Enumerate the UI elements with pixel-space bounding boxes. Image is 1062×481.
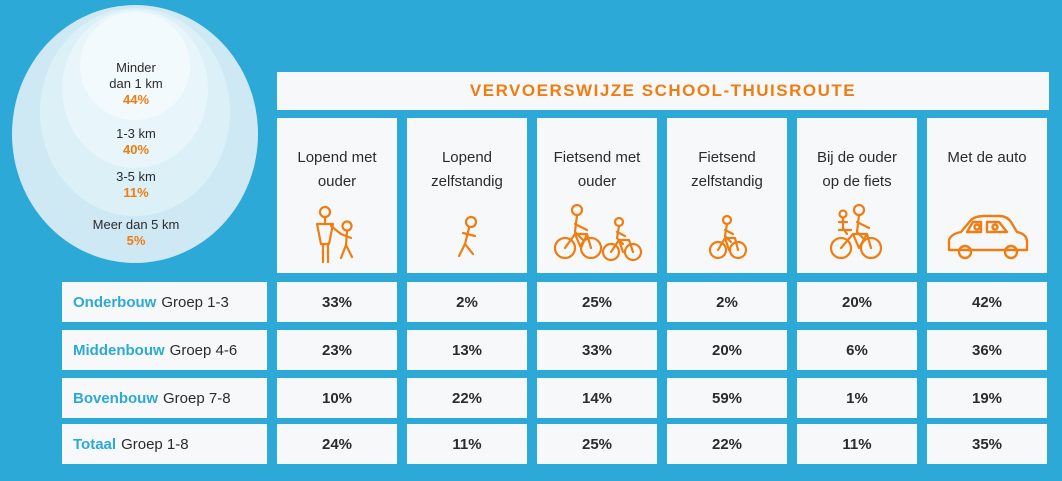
distance-label-1: 1-3 km 40% — [66, 126, 206, 158]
car-icon — [947, 214, 1029, 260]
distance-pct: 44% — [122, 92, 150, 107]
mode-label: Lopend met ouder — [297, 149, 377, 190]
cycling-with-parent-icon — [553, 203, 643, 262]
value-cell: 20% — [667, 330, 787, 370]
value-cell: 33% — [277, 282, 397, 322]
row-label: Totaal Groep 1-8 — [62, 424, 267, 464]
value-cell: 22% — [667, 424, 787, 464]
walking-with-parent-icon — [315, 205, 354, 264]
row-label: Onderbouw Groep 1-3 — [62, 282, 267, 322]
row-label: Middenbouw Groep 4-6 — [62, 330, 267, 370]
value-cell: 24% — [277, 424, 397, 464]
mode-car: Met de auto — [927, 118, 1047, 273]
row-group-name: Onderbouw — [73, 293, 157, 311]
row-group-range: Groep 1-8 — [121, 435, 189, 453]
distance-pct: 11% — [123, 185, 149, 200]
row-group-range: Groep 4-6 — [169, 341, 238, 359]
value-cell: 25% — [537, 282, 657, 322]
mode-cycling-alone: Fietsend zelfstandig — [667, 118, 787, 273]
distance-label-text-2: dan 1 km — [109, 76, 163, 91]
mode-walking-with-parent: Lopend met ouder — [277, 118, 397, 273]
mode-label: Met de auto — [947, 149, 1027, 166]
distance-label-text: Meer dan 5 km — [92, 217, 180, 232]
value-cell: 14% — [537, 378, 657, 418]
distance-pct: 5% — [126, 233, 146, 248]
cycling-alone-icon — [708, 214, 748, 260]
value-cell: 59% — [667, 378, 787, 418]
distance-label-text: 1-3 km — [116, 126, 156, 141]
on-parent-bike-icon — [829, 203, 883, 260]
mode-label: Lopend zelfstandig — [431, 149, 503, 190]
value-cell: 11% — [797, 424, 917, 464]
value-cell: 42% — [927, 282, 1047, 322]
value-cell: 13% — [407, 330, 527, 370]
row-group-name: Middenbouw — [73, 341, 165, 359]
value-cell: 23% — [277, 330, 397, 370]
mode-on-parent-bike: Bij de ouder op de fiets — [797, 118, 917, 273]
value-cell: 25% — [537, 424, 657, 464]
row-group-name: Bovenbouw — [73, 389, 158, 407]
value-cell: 10% — [277, 378, 397, 418]
row-group-name: Totaal — [73, 435, 117, 453]
distance-label-2: 3-5 km 11% — [66, 169, 206, 201]
ring-less-than-1km — [80, 12, 190, 120]
mode-label: Bij de ouder op de fiets — [816, 149, 898, 190]
value-cell: 1% — [797, 378, 917, 418]
distance-label-text: 3-5 km — [116, 169, 156, 184]
value-cell: 36% — [927, 330, 1047, 370]
value-cell: 20% — [797, 282, 917, 322]
mode-label: Fietsend met ouder — [553, 149, 641, 190]
value-cell: 2% — [407, 282, 527, 322]
distance-pct: 40% — [122, 142, 150, 157]
value-cell: 33% — [537, 330, 657, 370]
table-title-bar: VERVOERSWIJZE SCHOOL-THUISROUTE — [277, 72, 1049, 110]
value-cell: 35% — [927, 424, 1047, 464]
mode-cycling-with-parent: Fietsend met ouder — [537, 118, 657, 273]
value-cell: 19% — [927, 378, 1047, 418]
distance-label-text: Minder — [116, 60, 156, 75]
value-cell: 11% — [407, 424, 527, 464]
walking-alone-icon — [457, 215, 478, 258]
row-group-range: Groep 1-3 — [161, 293, 229, 311]
table-title: VERVOERSWIJZE SCHOOL-THUISROUTE — [469, 81, 857, 100]
mode-walking-alone: Lopend zelfstandig — [407, 118, 527, 273]
row-group-range: Groep 7-8 — [163, 389, 231, 407]
row-label: Bovenbouw Groep 7-8 — [62, 378, 267, 418]
distance-circles: Minder dan 1 km 44% 1-3 km 40% 3-5 km 11… — [0, 0, 262, 270]
distance-label-3: Meer dan 5 km 5% — [66, 217, 206, 249]
value-cell: 6% — [797, 330, 917, 370]
value-cell: 2% — [667, 282, 787, 322]
mode-label: Fietsend zelfstandig — [691, 149, 763, 190]
value-cell: 22% — [407, 378, 527, 418]
distance-label-0: Minder dan 1 km 44% — [66, 60, 206, 108]
